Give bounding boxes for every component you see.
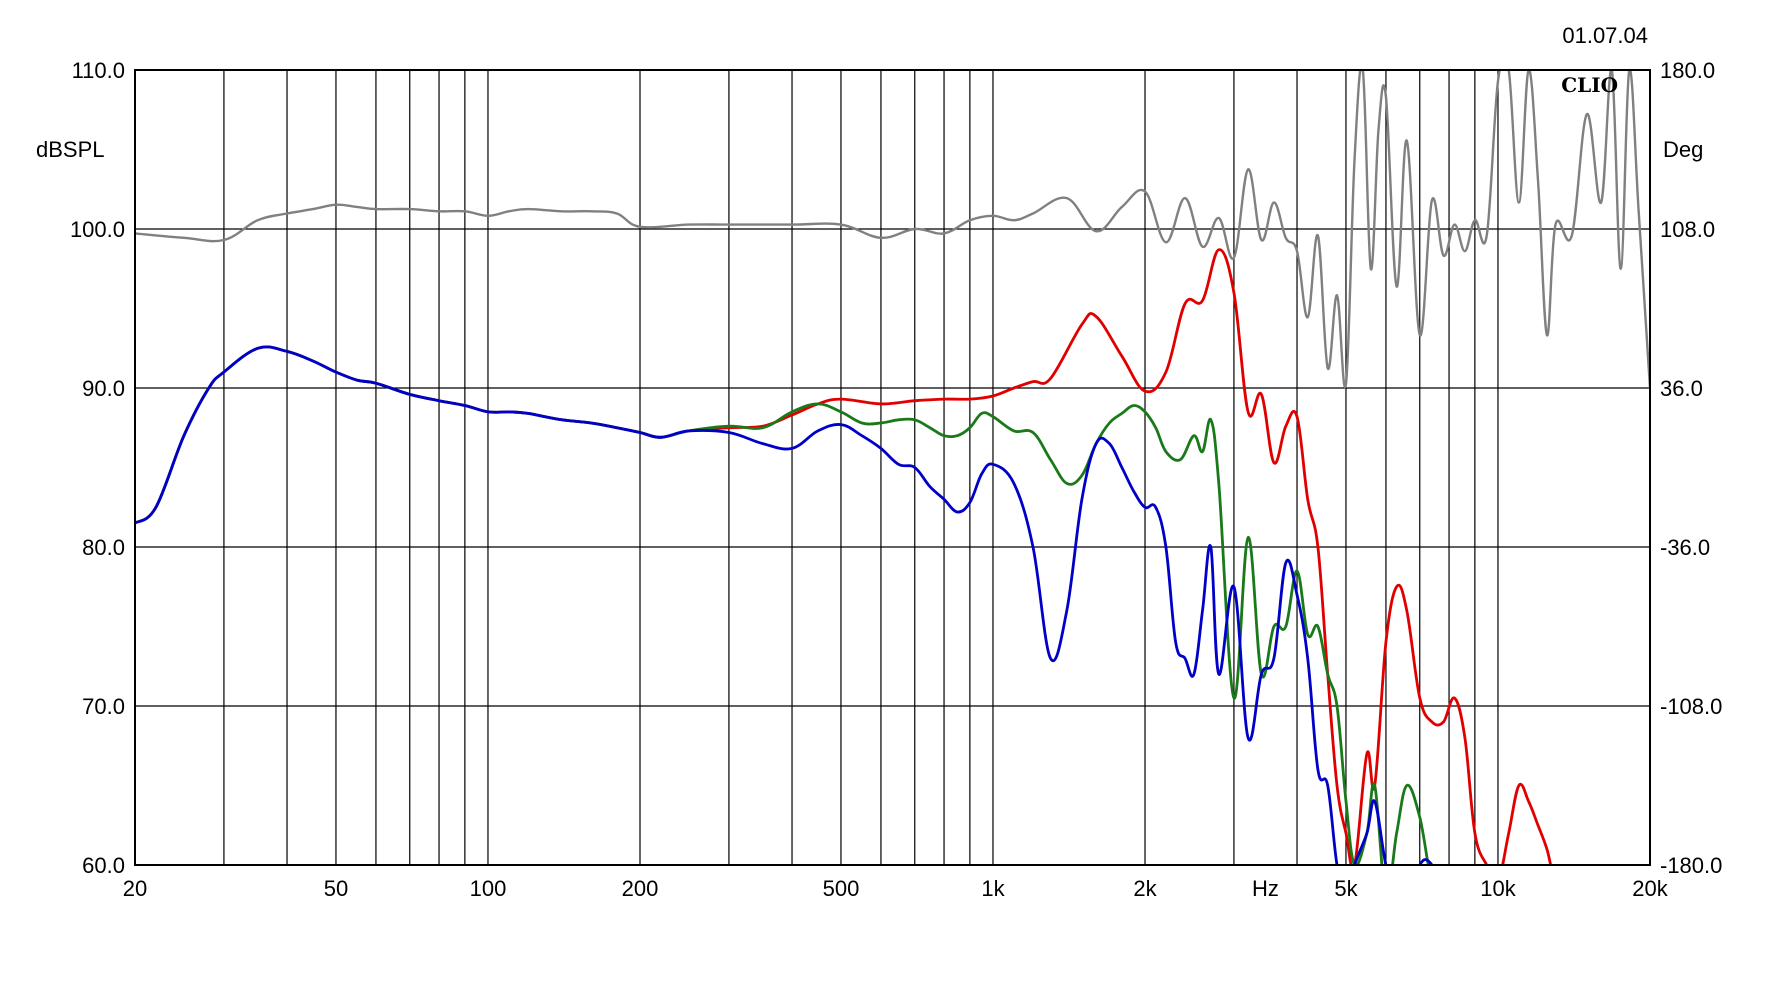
y-tick-label-left: 80.0 [82,535,125,560]
y-tick-label-left: 70.0 [82,694,125,719]
date-label: 01.07.04 [1562,23,1648,48]
y-tick-label-right: 180.0 [1660,58,1715,83]
y-tick-label-left: 90.0 [82,376,125,401]
y-axis-label-left: dBSPL [36,137,105,162]
x-tick-label: 5k [1334,876,1358,901]
x-axis-label: Hz [1252,876,1279,901]
y-tick-label-right: -36.0 [1660,535,1710,560]
blue-series-line [135,345,1434,865]
x-tick-label: 1k [981,876,1005,901]
y-axis-label-right: Deg [1663,137,1703,162]
phase-series-line [135,70,1650,389]
x-tick-label: 20k [1632,876,1668,901]
y-tick-label-left: 60.0 [82,853,125,878]
y-tick-label-left: 100.0 [70,217,125,242]
x-tick-label: 100 [470,876,507,901]
tick-labels: 20 50 100 200 500 1k 2k 5k 10k 20k Hz 110.0 100.0 90.… [70,58,1722,901]
x-tick-label: 20 [123,876,147,901]
y-tick-label-right: 36.0 [1660,376,1703,401]
y-tick-label-right: -180.0 [1660,853,1722,878]
y-tick-label-right: 108.0 [1660,217,1715,242]
clio-logo: CLIO [1561,73,1618,97]
y-tick-label-left: 110.0 [72,58,125,83]
series-layer [135,70,1650,865]
x-tick-label: 2k [1133,876,1157,901]
x-tick-label: 200 [622,876,659,901]
y-tick-label-right: -108.0 [1660,694,1722,719]
x-tick-label: 500 [823,876,860,901]
x-tick-label: 10k [1480,876,1516,901]
plot-frame [134,69,1651,866]
x-tick-label: 50 [324,876,348,901]
